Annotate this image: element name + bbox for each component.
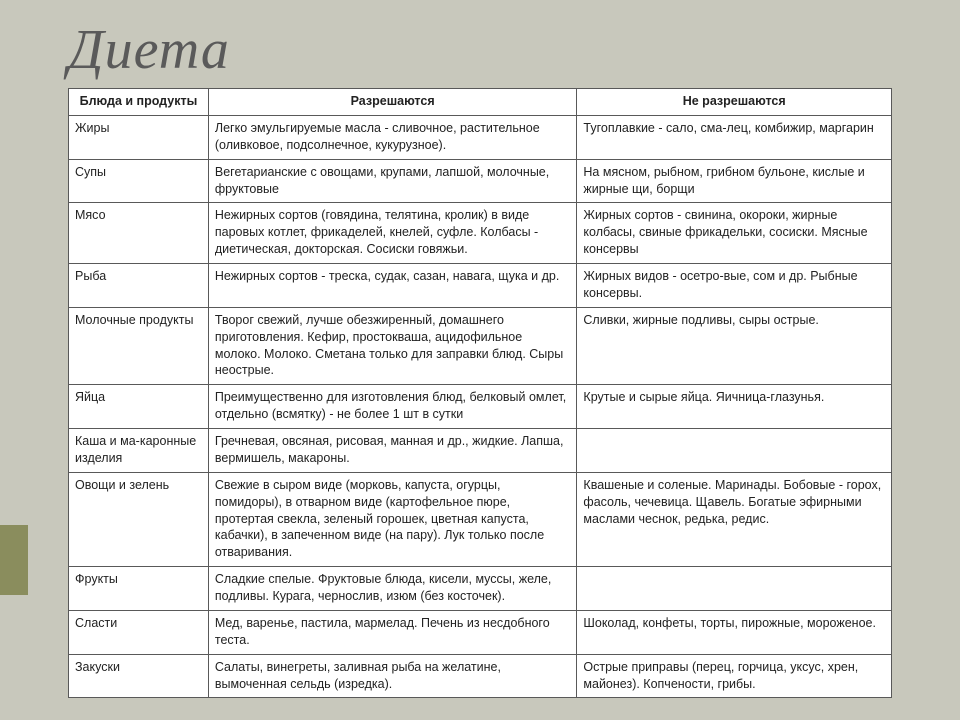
table-row: Овощи и зелень Свежие в сыром виде (морк… bbox=[69, 472, 892, 566]
table-row: Фрукты Сладкие спелые. Фруктовые блюда, … bbox=[69, 567, 892, 611]
table-row: Рыба Нежирных сортов - треска, судак, са… bbox=[69, 264, 892, 308]
cell-category: Мясо bbox=[69, 203, 209, 264]
col-header-forbidden: Не разрешаются bbox=[577, 89, 892, 116]
cell-category: Овощи и зелень bbox=[69, 472, 209, 566]
cell-allowed: Свежие в сыром виде (морковь, капуста, о… bbox=[208, 472, 577, 566]
table-row: Яйца Преимущественно для изготовления бл… bbox=[69, 385, 892, 429]
cell-forbidden: На мясном, рыбном, грибном бульоне, кисл… bbox=[577, 159, 892, 203]
cell-allowed: Мед, варенье, пастила, мармелад. Печень … bbox=[208, 610, 577, 654]
cell-forbidden: Жирных сортов - свинина, окороки, жирные… bbox=[577, 203, 892, 264]
cell-forbidden: Острые приправы (перец, горчица, уксус, … bbox=[577, 654, 892, 698]
cell-allowed: Салаты, винегреты, заливная рыба на жела… bbox=[208, 654, 577, 698]
cell-category: Молочные продукты bbox=[69, 307, 209, 385]
cell-forbidden: Квашеные и соленые. Маринады. Бобовые - … bbox=[577, 472, 892, 566]
cell-category: Жиры bbox=[69, 115, 209, 159]
cell-category: Яйца bbox=[69, 385, 209, 429]
col-header-allowed: Разрешаются bbox=[208, 89, 577, 116]
table-body: Жиры Легко эмульгируемые масла - сливочн… bbox=[69, 115, 892, 698]
cell-forbidden: Сливки, жирные подливы, сыры острые. bbox=[577, 307, 892, 385]
cell-category: Супы bbox=[69, 159, 209, 203]
table-row: Жиры Легко эмульгируемые масла - сливочн… bbox=[69, 115, 892, 159]
cell-category: Рыба bbox=[69, 264, 209, 308]
cell-category: Сласти bbox=[69, 610, 209, 654]
table-row: Закуски Салаты, винегреты, заливная рыба… bbox=[69, 654, 892, 698]
cell-category: Фрукты bbox=[69, 567, 209, 611]
cell-forbidden bbox=[577, 567, 892, 611]
cell-allowed: Сладкие спелые. Фруктовые блюда, кисели,… bbox=[208, 567, 577, 611]
table-row: Сласти Мед, варенье, пастила, мармелад. … bbox=[69, 610, 892, 654]
diet-table: Блюда и продукты Разрешаются Не разрешаю… bbox=[68, 88, 892, 698]
table-row: Молочные продукты Творог свежий, лучше о… bbox=[69, 307, 892, 385]
table-row: Супы Вегетарианские с овощами, крупами, … bbox=[69, 159, 892, 203]
cell-allowed: Нежирных сортов - треска, судак, сазан, … bbox=[208, 264, 577, 308]
cell-allowed: Преимущественно для изготовления блюд, б… bbox=[208, 385, 577, 429]
cell-category: Закуски bbox=[69, 654, 209, 698]
cell-allowed: Нежирных сортов (говядина, телятина, кро… bbox=[208, 203, 577, 264]
cell-allowed: Творог свежий, лучше обезжиренный, домаш… bbox=[208, 307, 577, 385]
cell-allowed: Легко эмульгируемые масла - сливочное, р… bbox=[208, 115, 577, 159]
cell-category: Каша и ма-каронные изделия bbox=[69, 429, 209, 473]
table-row: Мясо Нежирных сортов (говядина, телятина… bbox=[69, 203, 892, 264]
cell-forbidden: Шоколад, конфеты, торты, пирожные, морож… bbox=[577, 610, 892, 654]
table-header-row: Блюда и продукты Разрешаются Не разрешаю… bbox=[69, 89, 892, 116]
cell-allowed: Гречневая, овсяная, рисовая, манная и др… bbox=[208, 429, 577, 473]
cell-forbidden bbox=[577, 429, 892, 473]
table-row: Каша и ма-каронные изделия Гречневая, ов… bbox=[69, 429, 892, 473]
cell-allowed: Вегетарианские с овощами, крупами, лапшо… bbox=[208, 159, 577, 203]
cell-forbidden: Жирных видов - осетро-вые, сом и др. Рыб… bbox=[577, 264, 892, 308]
page-title: Диета bbox=[68, 18, 230, 82]
cell-forbidden: Тугоплавкие - сало, сма-лец, комбижир, м… bbox=[577, 115, 892, 159]
col-header-category: Блюда и продукты bbox=[69, 89, 209, 116]
accent-bar bbox=[0, 525, 28, 595]
cell-forbidden: Крутые и сырые яйца. Яичница-глазунья. bbox=[577, 385, 892, 429]
